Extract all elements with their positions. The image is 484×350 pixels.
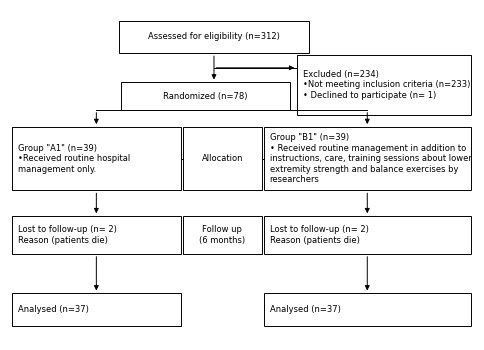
FancyBboxPatch shape bbox=[263, 293, 469, 326]
Text: Allocation: Allocation bbox=[201, 154, 242, 163]
Text: Group "A1" (n=39)
•Received routine hospital
management only.: Group "A1" (n=39) •Received routine hosp… bbox=[17, 144, 130, 174]
Text: Analysed (n=37): Analysed (n=37) bbox=[269, 305, 340, 314]
Text: Follow up
(6 months): Follow up (6 months) bbox=[199, 225, 245, 245]
FancyBboxPatch shape bbox=[263, 127, 469, 190]
Text: Excluded (n=234)
•Not meeting inclusion criteria (n=233)
• Declined to participa: Excluded (n=234) •Not meeting inclusion … bbox=[302, 70, 469, 100]
FancyBboxPatch shape bbox=[182, 216, 261, 254]
FancyBboxPatch shape bbox=[12, 127, 181, 190]
FancyBboxPatch shape bbox=[121, 82, 289, 110]
FancyBboxPatch shape bbox=[297, 55, 469, 115]
Text: Group "B1" (n=39)
• Received routine management in addition to
instructions, car: Group "B1" (n=39) • Received routine man… bbox=[269, 133, 470, 184]
FancyBboxPatch shape bbox=[12, 293, 181, 326]
Text: Randomized (n=78): Randomized (n=78) bbox=[163, 92, 247, 100]
FancyBboxPatch shape bbox=[119, 21, 308, 53]
FancyBboxPatch shape bbox=[182, 127, 261, 190]
Text: Analysed (n=37): Analysed (n=37) bbox=[17, 305, 89, 314]
Text: Lost to follow-up (n= 2)
Reason (patients die): Lost to follow-up (n= 2) Reason (patient… bbox=[17, 225, 116, 245]
FancyBboxPatch shape bbox=[263, 216, 469, 254]
Text: Assessed for eligibility (n=312): Assessed for eligibility (n=312) bbox=[148, 33, 279, 41]
FancyBboxPatch shape bbox=[12, 216, 181, 254]
Text: Lost to follow-up (n= 2)
Reason (patients die): Lost to follow-up (n= 2) Reason (patient… bbox=[269, 225, 368, 245]
